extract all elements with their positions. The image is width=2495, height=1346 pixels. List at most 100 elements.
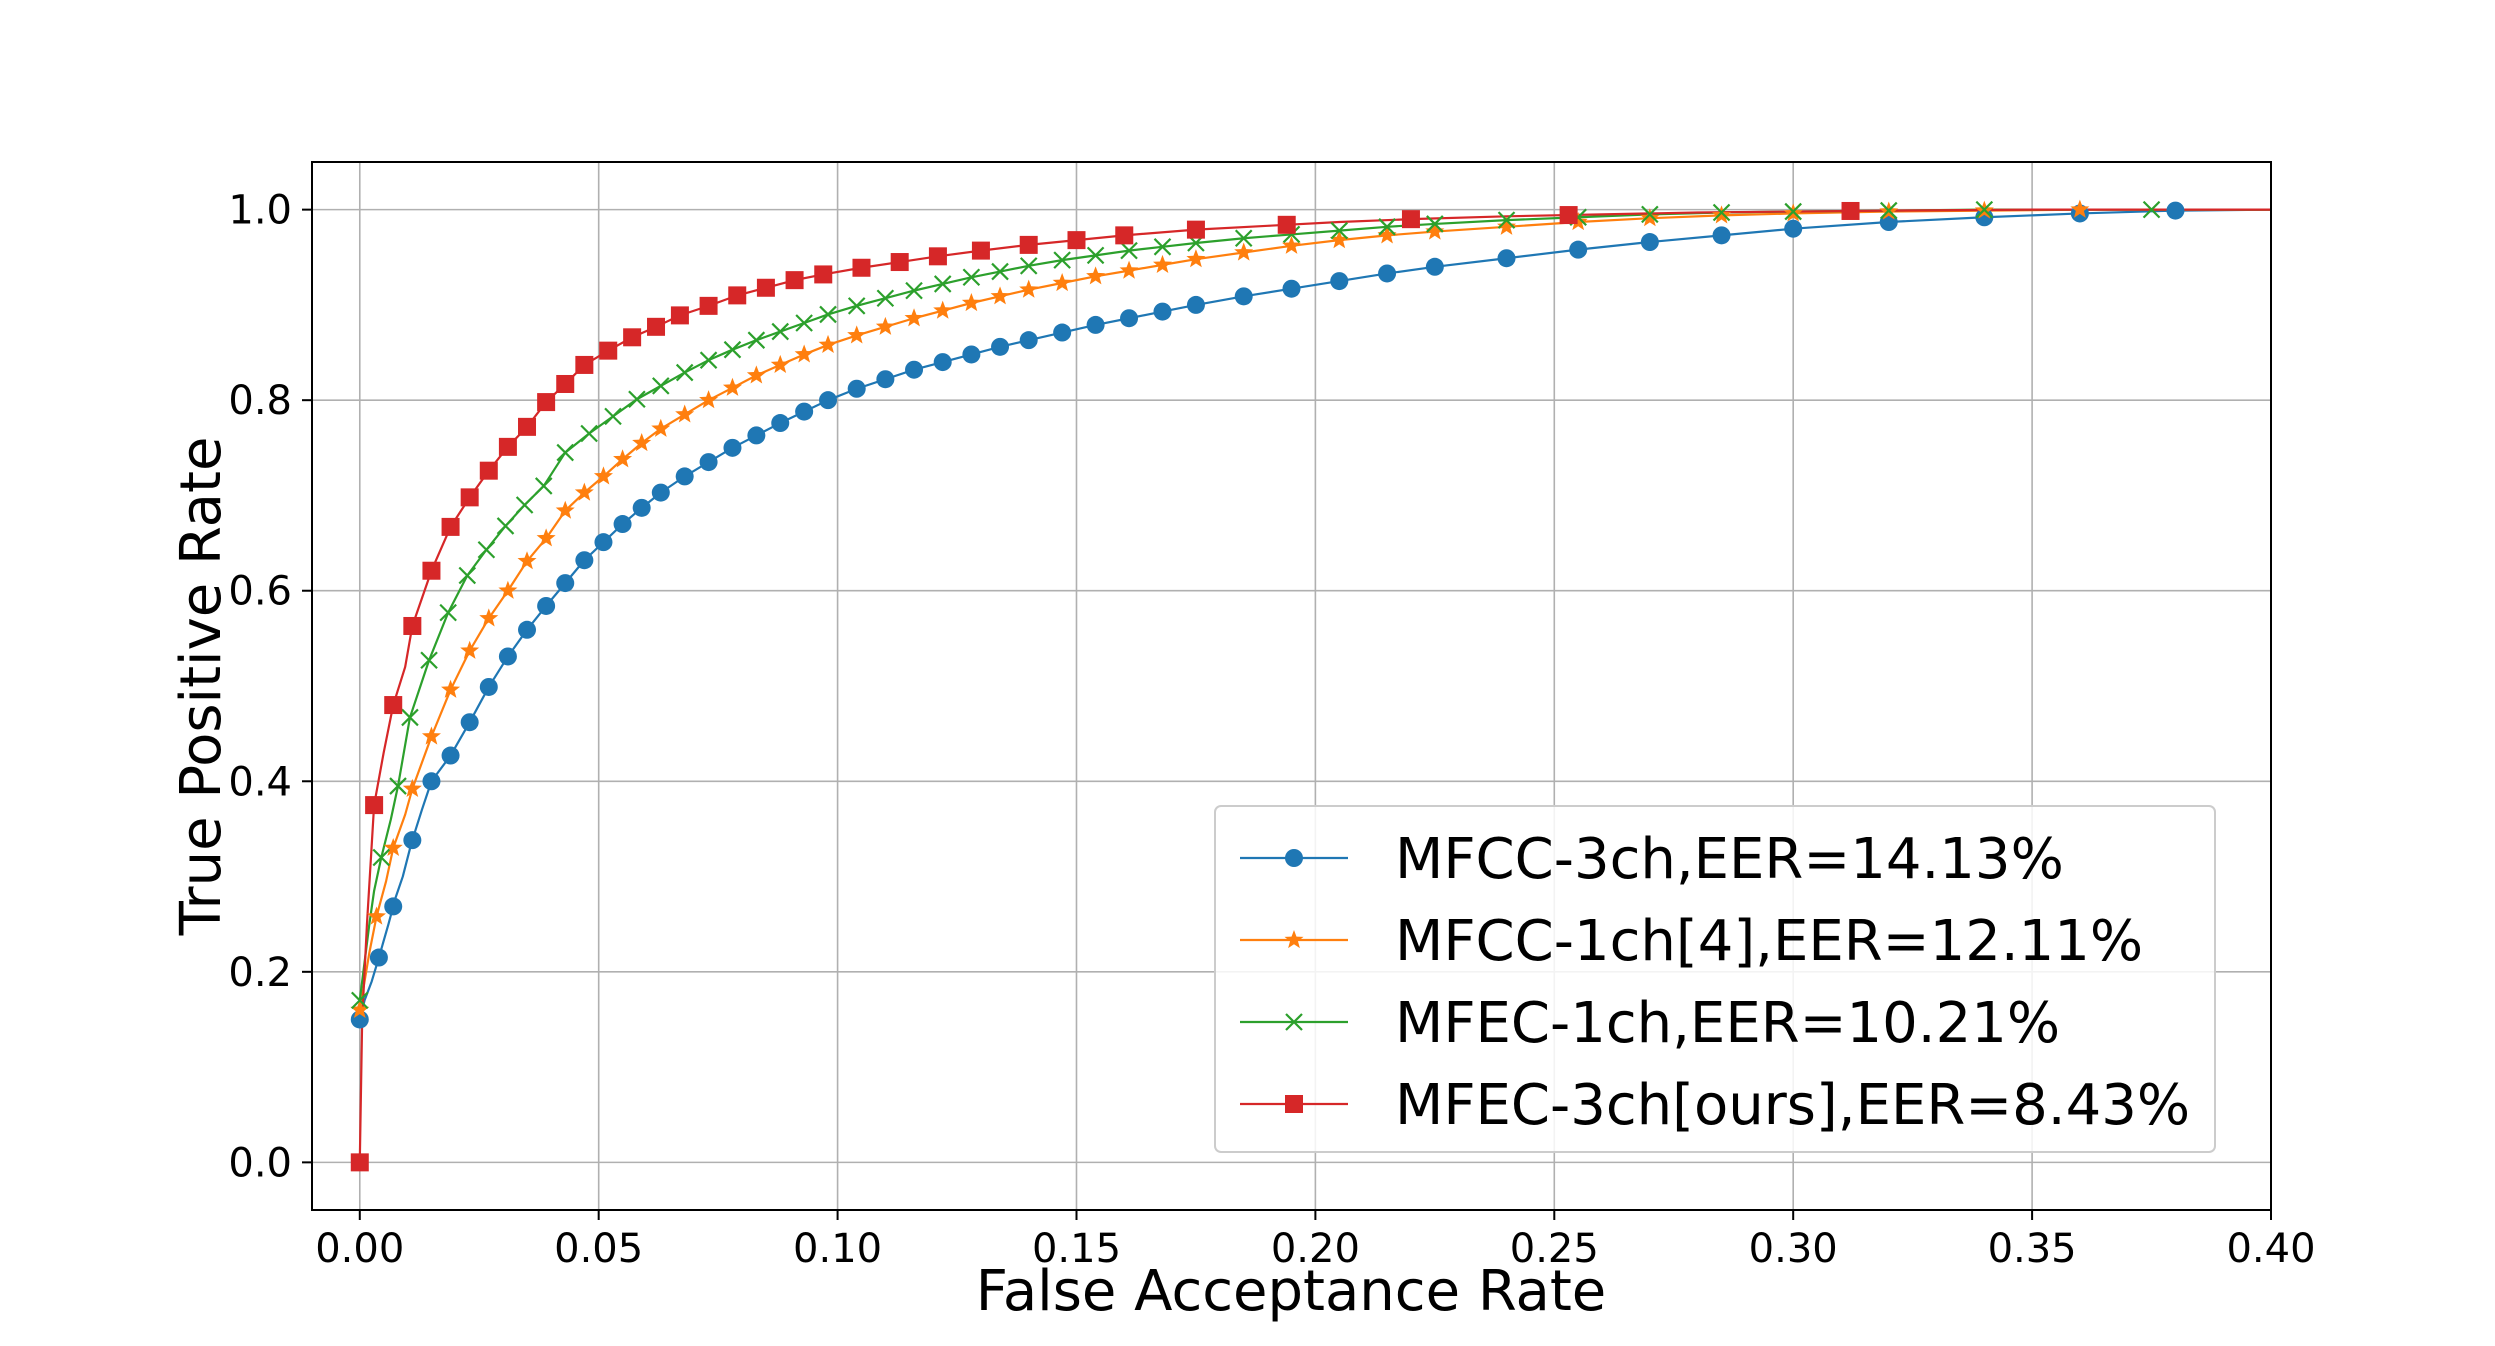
- series-3-point: [1277, 215, 1296, 234]
- series-2-point: [1712, 203, 1731, 222]
- series-2-point: [420, 651, 438, 670]
- series-0-point: [1330, 272, 1349, 291]
- series-0-point: [819, 391, 838, 410]
- series-1-point: [498, 580, 518, 599]
- series-0-point: [723, 438, 742, 457]
- series-2-point: [652, 377, 670, 395]
- series-0-point: [1086, 315, 1105, 334]
- axis-ticks: 0.00 0.05 0.10 0.15 0.20 0.25 0.30 0.35 0.40 0.0 0…: [228, 188, 2315, 1272]
- series-1-point: [402, 778, 422, 797]
- series-1-point: [593, 466, 613, 485]
- legend-marker-3: [1285, 1095, 1303, 1113]
- series-0-point: [1425, 257, 1444, 276]
- y-tick-label: 0.4: [228, 759, 292, 805]
- series-0-point: [556, 574, 575, 593]
- series-1-point: [1052, 273, 1072, 292]
- series-3-point: [928, 247, 947, 266]
- series-0-point: [1712, 226, 1731, 245]
- series-1-point: [574, 482, 594, 501]
- series-2-point: [401, 708, 419, 727]
- series-1-point: [1086, 266, 1106, 285]
- series-0-point: [1053, 323, 1072, 342]
- series-2-point: [771, 322, 790, 341]
- series-1-point: [1640, 208, 1660, 227]
- series-2-point: [876, 289, 895, 308]
- y-tick-label: 0.8: [228, 378, 292, 424]
- series-1-point: [1425, 221, 1445, 240]
- series-2-point: [628, 390, 646, 409]
- series-0-point: [613, 515, 632, 534]
- series-2-point: [962, 268, 981, 287]
- series-0-point: [384, 897, 403, 916]
- series-3-point: [1401, 210, 1420, 229]
- series-3-point: [756, 278, 775, 297]
- series-1-point: [1712, 205, 1732, 224]
- series-3-point: [1841, 201, 1860, 220]
- series-2-point: [580, 424, 598, 443]
- series-0-point: [575, 551, 594, 570]
- series-1-point: [632, 433, 652, 452]
- series-0-point: [441, 746, 460, 765]
- series-2-point: [496, 517, 515, 535]
- series-1-point: [990, 286, 1010, 305]
- series-2-point: [351, 991, 369, 1010]
- series-2-point: [1879, 201, 1898, 220]
- series-1-point: [2070, 199, 2090, 218]
- series-0-point: [847, 379, 866, 398]
- series-3-point: [785, 271, 804, 290]
- series-0-point: [460, 713, 479, 732]
- series-0-point: [369, 948, 388, 967]
- series-1-point: [1152, 254, 1172, 273]
- series-1-point: [933, 300, 953, 319]
- series-3-point: [556, 374, 575, 393]
- series-2-point: [723, 340, 742, 359]
- series-1-point: [479, 608, 499, 627]
- series-1-point: [847, 325, 867, 344]
- series-2-point: [1086, 246, 1105, 265]
- series-2-point: [747, 331, 766, 349]
- series-0-point: [1569, 240, 1588, 259]
- series-1-point: [536, 528, 556, 547]
- series-2-point: [439, 603, 457, 622]
- series-0-point: [518, 620, 537, 639]
- series-1-point: [350, 999, 370, 1019]
- series-line-3: [358, 208, 2271, 1163]
- series-0-point: [1378, 264, 1397, 283]
- series-1-point: [675, 404, 695, 423]
- series-0-point: [594, 533, 613, 552]
- x-tick-label: 0.20: [1271, 1226, 1360, 1272]
- series-2-point: [372, 848, 391, 867]
- legend-marker-2: [1285, 1013, 1303, 1031]
- x-tick-label: 0.15: [1032, 1226, 1121, 1272]
- x-tick-label: 0.00: [315, 1226, 404, 1272]
- series-0-point: [403, 831, 422, 850]
- series-0-point: [1282, 279, 1301, 298]
- series-3-point: [670, 306, 689, 325]
- series-3-point: [1186, 220, 1205, 239]
- y-axis-label: True Positive Rate: [169, 437, 234, 937]
- series-0-point: [699, 453, 718, 472]
- series-2-point: [1975, 200, 1994, 219]
- x-tick-label: 0.40: [2226, 1226, 2315, 1272]
- series-2-point: [1426, 215, 1444, 233]
- series-2-point: [1234, 229, 1253, 247]
- series-3-point: [1019, 235, 1038, 254]
- x-tick-label: 0.10: [793, 1226, 882, 1272]
- series-1-point: [699, 390, 719, 409]
- series-2-point: [515, 496, 534, 514]
- series-1-point: [722, 377, 742, 396]
- y-tick-label: 1.0: [228, 188, 292, 234]
- series-1-point: [1329, 230, 1349, 249]
- series-1-point: [818, 334, 838, 354]
- series-0-point: [537, 596, 556, 615]
- series-1-point: [460, 640, 480, 659]
- series-2-point: [2142, 200, 2161, 219]
- series-0-point: [933, 353, 952, 372]
- legend-label-0: MFCC-3ch,EER=14.13%: [1395, 827, 2064, 892]
- series-0-point: [991, 337, 1010, 356]
- series-3-point: [1067, 231, 1086, 250]
- legend-label-3: MFEC-3ch[ours],EER=8.43%: [1395, 1073, 2190, 1138]
- series-3-point: [460, 488, 479, 507]
- series-1-point: [794, 344, 814, 363]
- series-0-point: [1120, 309, 1139, 328]
